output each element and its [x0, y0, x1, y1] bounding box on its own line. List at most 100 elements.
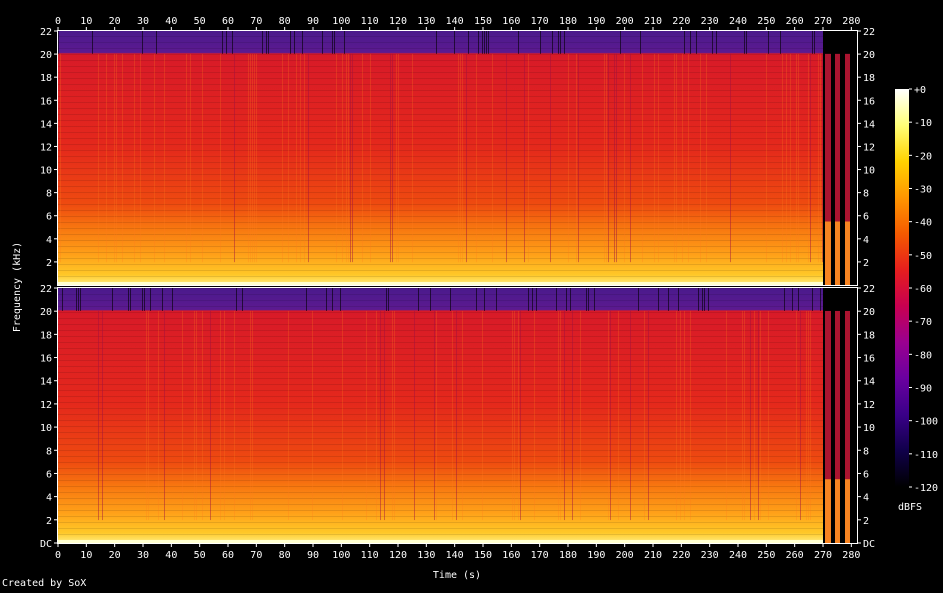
- x-tick-label: 0: [55, 550, 61, 561]
- y-tick-label: 2: [46, 258, 52, 269]
- x-tick-label-top: 160: [502, 16, 520, 27]
- y-tick-label: 22: [40, 27, 52, 38]
- y-tick-label: 16: [40, 354, 52, 365]
- x-tick-label-top: 0: [55, 16, 61, 27]
- x-tick-label: 110: [361, 550, 379, 561]
- colorbar-tick-label: -30: [914, 185, 932, 196]
- y-tick-label: 8: [46, 446, 52, 457]
- y-tick-label-right: 22: [863, 27, 875, 38]
- y-tick-label: 4: [46, 235, 52, 246]
- y-tick-label: DC: [40, 539, 52, 550]
- colorbar-tick-label: -60: [914, 284, 932, 295]
- x-tick-label: 200: [616, 550, 634, 561]
- x-tick-label-top: 30: [137, 16, 149, 27]
- x-tick-label: 150: [474, 550, 492, 561]
- x-tick-label-top: 250: [757, 16, 775, 27]
- y-tick-label-right: 4: [863, 493, 869, 504]
- y-tick-label-right: 10: [863, 166, 875, 177]
- colorbar-tick-label: -10: [914, 118, 932, 129]
- x-tick-label-top: 200: [616, 16, 634, 27]
- x-tick-label-top: 40: [165, 16, 177, 27]
- x-tick-label: 50: [194, 550, 206, 561]
- x-tick-label-top: 230: [701, 16, 719, 27]
- y-tick-label-right: 14: [863, 377, 875, 388]
- y-tick-label-right: 20: [863, 50, 875, 61]
- y-tick-label-right: 16: [863, 354, 875, 365]
- x-tick-label: 100: [332, 550, 350, 561]
- y-axis-label: Frequency (kHz): [12, 242, 23, 332]
- y-tick-label: 22: [40, 284, 52, 295]
- x-tick-label: 280: [842, 550, 860, 561]
- x-tick-label-top: 180: [559, 16, 577, 27]
- y-tick-label-right: 2: [863, 258, 869, 269]
- y-tick-label: 2: [46, 516, 52, 527]
- colorbar-tick-label: -120: [914, 483, 938, 494]
- colorbar-tick-label: -100: [914, 417, 938, 428]
- sox-credit: Created by SoX: [2, 578, 87, 589]
- y-tick-label-right: 18: [863, 330, 875, 341]
- colorbar-tick-label: +0: [914, 85, 926, 96]
- x-tick-label: 90: [307, 550, 319, 561]
- x-tick-label: 210: [644, 550, 662, 561]
- y-tick-label-right: 6: [863, 469, 869, 480]
- y-tick-label-right: 16: [863, 96, 875, 107]
- x-tick-label-top: 140: [446, 16, 464, 27]
- x-tick-label-top: 210: [644, 16, 662, 27]
- x-tick-label-top: 270: [814, 16, 832, 27]
- colorbar-tick-label: -40: [914, 218, 932, 229]
- y-tick-label-right: 12: [863, 400, 875, 411]
- x-tick-label-top: 120: [389, 16, 407, 27]
- x-tick-label: 10: [80, 550, 92, 561]
- x-tick-label: 70: [250, 550, 262, 561]
- y-tick-label-right: 12: [863, 142, 875, 153]
- y-tick-label: 14: [40, 377, 52, 388]
- x-tick-label-top: 110: [361, 16, 379, 27]
- colorbar-tick-label: -80: [914, 350, 932, 361]
- y-tick-label-right: 10: [863, 423, 875, 434]
- plot-area: [58, 31, 857, 543]
- x-tick-label: 140: [446, 550, 464, 561]
- x-tick-label: 230: [701, 550, 719, 561]
- y-tick-label: 10: [40, 423, 52, 434]
- spectrogram-texture: [58, 31, 850, 543]
- x-tick-label-top: 260: [786, 16, 804, 27]
- colorbar-tick-label: -70: [914, 317, 932, 328]
- x-tick-label-top: 60: [222, 16, 234, 27]
- x-tick-label-top: 70: [250, 16, 262, 27]
- x-tick-label: 220: [672, 550, 690, 561]
- x-tick-label-top: 10: [80, 16, 92, 27]
- x-tick-label: 250: [757, 550, 775, 561]
- y-tick-label: 8: [46, 189, 52, 200]
- y-tick-label-right: 18: [863, 73, 875, 84]
- y-tick-label: 12: [40, 400, 52, 411]
- colorbar-tick-label: -90: [914, 384, 932, 395]
- x-tick-label: 40: [165, 550, 177, 561]
- y-tick-label-right: 8: [863, 446, 869, 457]
- x-tick-label-top: 240: [729, 16, 747, 27]
- y-tick-label: 6: [46, 469, 52, 480]
- colorbar-tick-label: -110: [914, 450, 938, 461]
- y-tick-label-right: 14: [863, 119, 875, 130]
- x-tick-label-top: 130: [417, 16, 435, 27]
- x-axis-label: Time (s): [433, 570, 481, 581]
- y-tick-label-right: 8: [863, 189, 869, 200]
- y-tick-label: 4: [46, 493, 52, 504]
- x-tick-label: 20: [109, 550, 121, 561]
- x-tick-label: 60: [222, 550, 234, 561]
- y-tick-label-right: 2: [863, 516, 869, 527]
- x-tick-label: 80: [279, 550, 291, 561]
- x-tick-label: 120: [389, 550, 407, 561]
- y-tick-label-right: 22: [863, 284, 875, 295]
- y-tick-label-right: DC: [863, 539, 875, 550]
- y-tick-label: 14: [40, 119, 52, 130]
- x-tick-label: 30: [137, 550, 149, 561]
- y-tick-label-right: 4: [863, 235, 869, 246]
- x-tick-label-top: 50: [194, 16, 206, 27]
- y-tick-label-right: 20: [863, 307, 875, 318]
- x-tick-label: 130: [417, 550, 435, 561]
- y-tick-label-right: 6: [863, 212, 869, 223]
- x-tick-label-top: 170: [531, 16, 549, 27]
- colorbar-gradient: [895, 89, 909, 487]
